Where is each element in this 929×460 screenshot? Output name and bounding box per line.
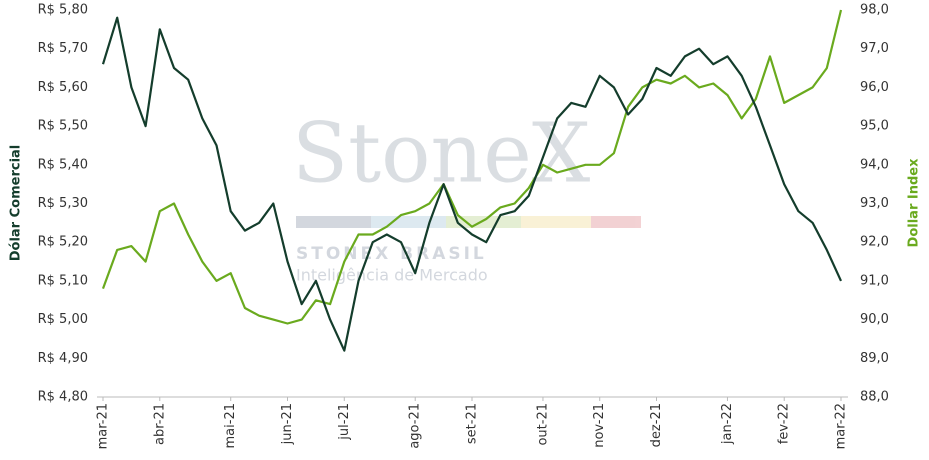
x-tick-label: mai-21: [223, 403, 238, 448]
y-tick-label: R$ 5,50: [38, 119, 88, 134]
x-tick-label: set-21: [465, 403, 480, 444]
y2-axis-title: Dollar Index: [907, 158, 922, 248]
y-axis-title: Dólar Comercial: [9, 145, 24, 262]
y-tick-label: R$ 5,60: [38, 80, 88, 95]
data-line: [101, 9, 843, 325]
y2-tick-label: 90,0: [860, 312, 889, 327]
watermark-line2: Inteligência de Mercado: [296, 266, 488, 285]
x-tick-label: jan-22: [720, 403, 735, 445]
y-tick-label: R$ 4,80: [38, 390, 88, 405]
y2-tick-label: 95,0: [860, 119, 889, 134]
watermark-band: [446, 216, 521, 228]
y-tick-label: R$ 5,10: [38, 273, 88, 288]
x-tick-label: fev-22: [777, 403, 792, 444]
y2-tick-label: 92,0: [860, 235, 889, 250]
x-tick-label: jun-21: [280, 403, 295, 445]
x-tick-label: dez-21: [649, 403, 664, 447]
data-line: [101, 16, 843, 352]
y2-tick-label: 88,0: [860, 390, 889, 405]
y-tick-label: R$ 5,30: [38, 196, 88, 211]
x-tick-label: out-21: [535, 403, 550, 446]
x-tick-label: jul-21: [337, 403, 352, 441]
y2-tick-label: 89,0: [860, 351, 889, 366]
y2-tick-label: 93,0: [860, 196, 889, 211]
x-tick-label: mar-22: [834, 403, 849, 449]
y-tick-label: R$ 5,40: [38, 157, 88, 172]
watermark-band: [591, 216, 641, 228]
y2-tick-label: 98,0: [860, 3, 889, 18]
y-tick-label: R$ 5,20: [38, 235, 88, 250]
watermark-band: [521, 216, 591, 228]
x-tick-label: mar-21: [96, 403, 111, 449]
y-tick-label: R$ 5,00: [38, 312, 88, 327]
watermark-band: [371, 216, 446, 228]
x-tick-label: ago-21: [408, 403, 423, 449]
y2-tick-label: 96,0: [860, 80, 889, 95]
y2-tick-label: 91,0: [860, 273, 889, 288]
x-tick-label: abr-21: [152, 403, 167, 445]
watermark: StoneX STONEX BRASIL Inteligência de Mer…: [292, 107, 641, 285]
watermark-line1: STONEX BRASIL: [296, 244, 487, 264]
y2-tick-label: 94,0: [860, 157, 889, 172]
y-tick-label: R$ 5,80: [38, 3, 88, 18]
y-tick-label: R$ 4,90: [38, 351, 88, 366]
y-tick-label: R$ 5,70: [38, 41, 88, 56]
x-tick-label: nov-21: [592, 403, 607, 448]
watermark-band: [296, 216, 371, 228]
y2-tick-label: 97,0: [860, 41, 889, 56]
